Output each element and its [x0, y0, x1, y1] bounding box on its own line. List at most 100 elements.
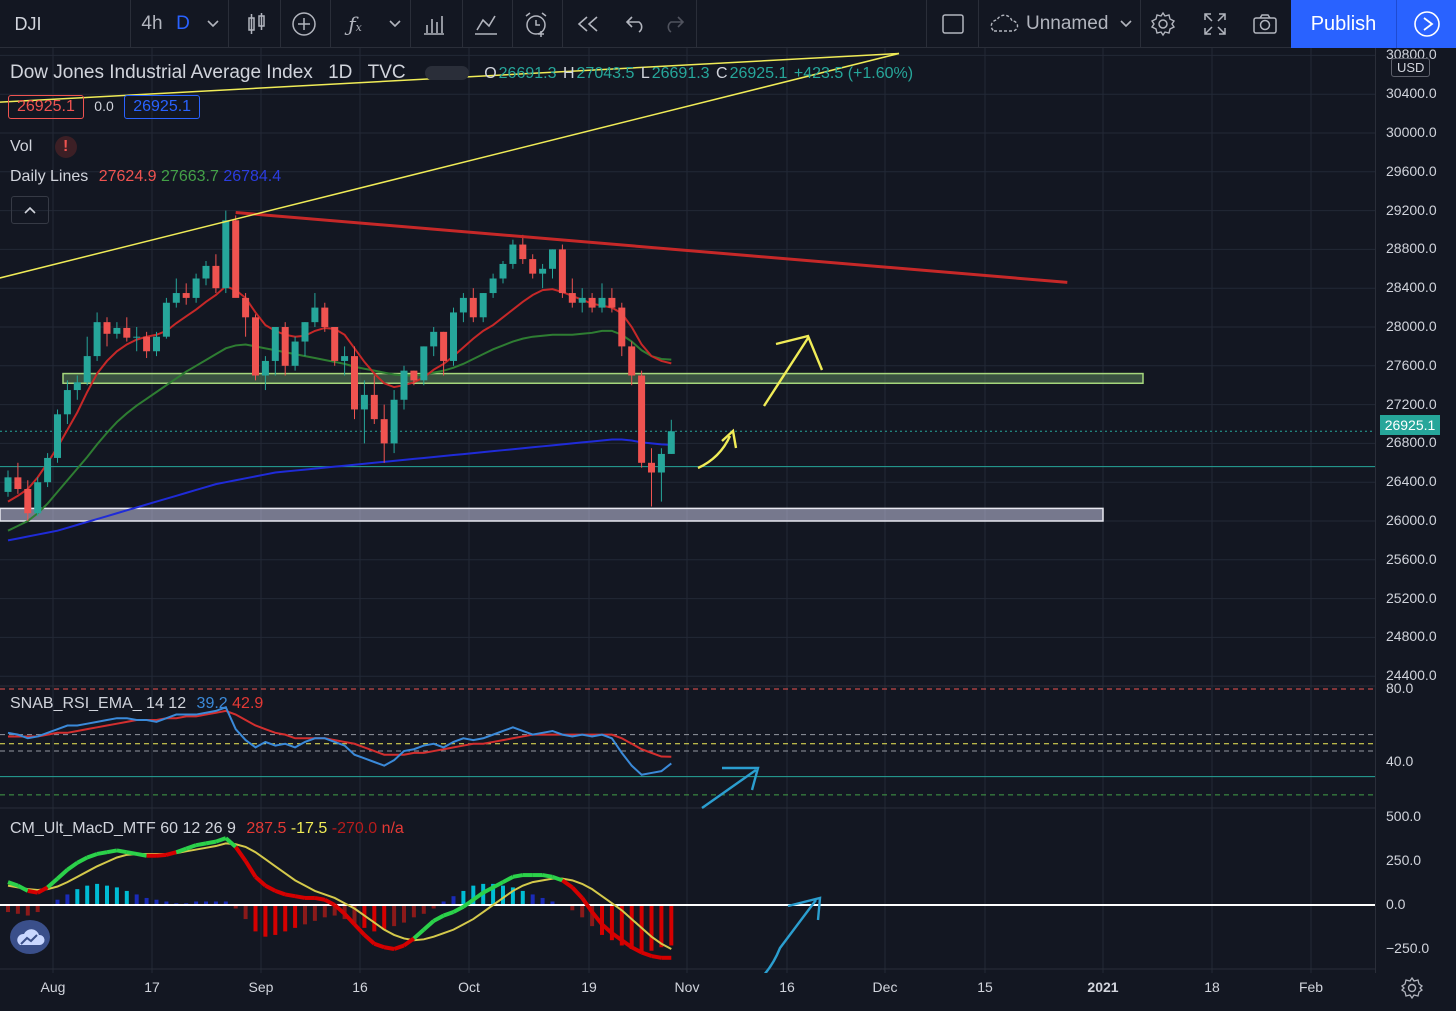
legend-source: TVC	[367, 62, 406, 83]
time-tick-label: Aug	[40, 979, 66, 995]
price-tick-label: 28400.0	[1386, 279, 1437, 296]
time-tick-label: 15	[977, 979, 993, 995]
buy-price-button[interactable]: 26925.1	[124, 95, 201, 119]
candle-body	[529, 259, 537, 274]
price-tick-label: 27600.0	[1386, 356, 1437, 373]
candle-body	[252, 317, 259, 376]
candle-body	[489, 278, 497, 294]
macd-histogram-bar	[253, 905, 258, 932]
market-status-pill[interactable]	[424, 65, 469, 80]
macd-histogram-bar	[322, 905, 327, 918]
price-tick-label: 26400.0	[1386, 473, 1437, 490]
macd-line-segment	[620, 938, 633, 949]
macd-histogram-bar	[55, 899, 60, 905]
candle-body	[44, 457, 52, 483]
resistance-trendline	[235, 211, 1068, 284]
blue-arrow-macd	[763, 896, 822, 973]
macd-histogram-bar	[273, 905, 278, 935]
macd-line-segment	[630, 945, 643, 955]
candle-body	[479, 293, 487, 318]
toolbar-divider	[1140, 0, 1141, 48]
layout-button[interactable]	[934, 0, 972, 48]
price-tick-label: 25600.0	[1386, 550, 1437, 567]
toolbar-divider	[562, 0, 563, 48]
macd-pane	[0, 836, 1375, 960]
macd-line-segment	[412, 928, 426, 940]
symbol-search[interactable]: DJI	[14, 13, 42, 34]
publish-button[interactable]: Publish	[1291, 0, 1396, 48]
last-price-tag: 26925.1	[1380, 415, 1440, 435]
candle-body	[578, 297, 586, 303]
candle-body	[63, 390, 71, 415]
warning-icon[interactable]: !	[54, 136, 77, 158]
daily-line-blue	[7, 438, 672, 542]
toolbar-divider	[410, 0, 411, 48]
redo-button[interactable]	[656, 0, 692, 48]
currency-badge[interactable]: USD	[1391, 58, 1431, 77]
macd-histogram-bar	[570, 905, 575, 911]
candle-body	[123, 327, 131, 338]
macd-histogram-bar	[6, 905, 10, 913]
macd-histogram-bar	[421, 905, 426, 914]
undo-button[interactable]	[618, 0, 654, 48]
snapshot-button[interactable]	[1246, 0, 1284, 48]
macd-line-segment	[402, 936, 416, 948]
gear-icon	[1150, 11, 1176, 37]
chevron-down-icon	[207, 20, 219, 28]
price-tick-label: 27200.0	[1386, 395, 1437, 412]
candle-body	[588, 297, 596, 308]
price-tick-label: 30000.0	[1386, 124, 1437, 140]
candle-body	[321, 307, 329, 327]
macd-na-value: n/a	[381, 820, 404, 837]
candle-body	[291, 341, 299, 366]
macd-histogram-bar	[619, 905, 624, 946]
settings-button[interactable]	[1144, 0, 1182, 48]
chart-type-button[interactable]	[236, 0, 276, 48]
gear-icon	[1400, 976, 1424, 1000]
ohlc-values: O 26691.3 H 27043.5 L 26691.3 C 26925.1 +423…	[484, 65, 914, 82]
axis-settings-button[interactable]	[1400, 976, 1424, 1005]
bar-chart-icon	[424, 16, 444, 35]
compare-button[interactable]	[286, 0, 322, 48]
macd-line-segment	[551, 874, 564, 883]
tradingview-logo[interactable]	[10, 920, 50, 954]
macd-line-segment	[343, 912, 356, 926]
candle-body	[202, 265, 210, 279]
alert-button[interactable]	[518, 0, 554, 48]
financials-button[interactable]	[416, 0, 452, 48]
interval-daily[interactable]: D	[176, 13, 190, 34]
indicators-dropdown[interactable]	[382, 0, 408, 48]
replay-play-button[interactable]	[1396, 0, 1456, 48]
macd-line-segment	[165, 850, 177, 857]
indicators-button[interactable]: ƒx	[340, 0, 370, 48]
macd-line-segment	[640, 950, 653, 958]
candle-body	[261, 360, 269, 376]
time-tick-label: 17	[144, 979, 160, 995]
macd-histogram-bar	[580, 905, 585, 918]
layout-name-menu[interactable]: Unnamed	[986, 0, 1138, 48]
replay-button[interactable]	[570, 0, 606, 48]
macd-histogram-bar	[441, 901, 446, 905]
candle-body	[182, 293, 190, 298]
drawings	[697, 334, 824, 973]
fullscreen-button[interactable]	[1196, 0, 1234, 48]
candle-body	[212, 265, 220, 289]
macd-line-segment	[224, 836, 238, 849]
candle-body	[608, 297, 616, 308]
rsi-pane	[0, 688, 1375, 796]
macd-line-segment	[610, 931, 623, 942]
macd-line-segment	[373, 941, 385, 950]
rising-trendline	[0, 52, 900, 279]
candle-body	[539, 268, 547, 274]
candle-body	[103, 322, 111, 334]
spread-value: 0.0	[94, 98, 114, 114]
price-axis[interactable]	[1375, 48, 1456, 973]
candle-body	[638, 375, 646, 463]
interval-dropdown[interactable]	[200, 0, 226, 48]
templates-button[interactable]	[468, 0, 504, 48]
toolbar-divider	[696, 0, 697, 48]
collapse-legend-button[interactable]	[11, 196, 49, 224]
interval-4h[interactable]: 4h	[141, 13, 163, 34]
sell-price-button[interactable]: 26925.1	[8, 95, 84, 119]
vol-label: Vol	[10, 138, 33, 155]
